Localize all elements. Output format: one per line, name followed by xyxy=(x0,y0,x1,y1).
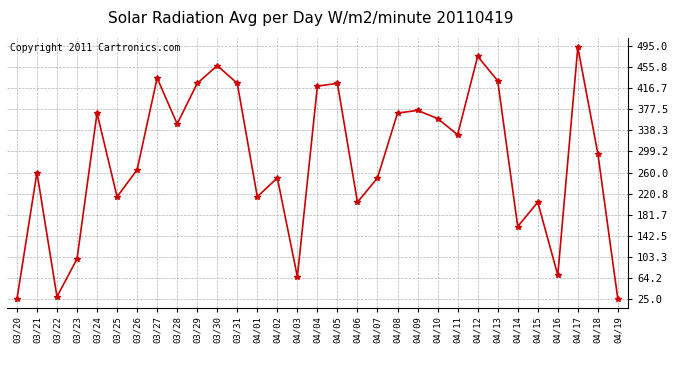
Text: Copyright 2011 Cartronics.com: Copyright 2011 Cartronics.com xyxy=(10,43,180,53)
Text: Solar Radiation Avg per Day W/m2/minute 20110419: Solar Radiation Avg per Day W/m2/minute … xyxy=(108,11,513,26)
